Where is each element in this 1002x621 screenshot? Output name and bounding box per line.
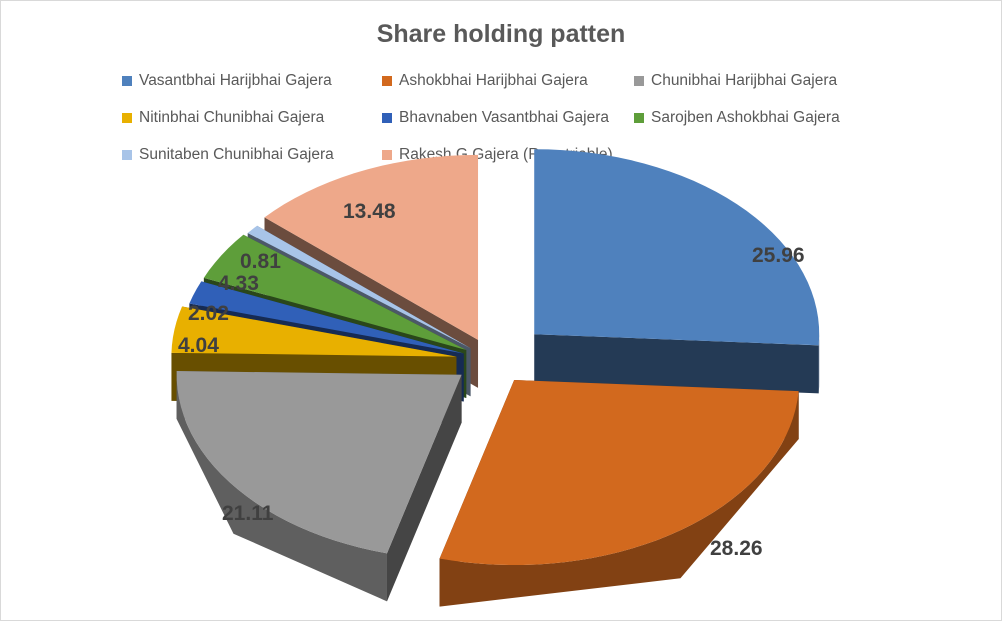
- legend-swatch: [634, 76, 644, 86]
- data-label: 2.02: [188, 302, 229, 325]
- data-label: 4.04: [178, 334, 219, 357]
- data-label: 4.33: [218, 272, 259, 295]
- data-label: 0.81: [240, 250, 281, 273]
- legend-label: Sarojben Ashokbhai Gajera: [651, 109, 840, 126]
- data-label: 13.48: [343, 200, 396, 223]
- slice-rim: [176, 371, 387, 602]
- pie-slice-8: [264, 154, 479, 340]
- pie-slice-6: [203, 234, 467, 351]
- pie-slice-2: [439, 380, 799, 565]
- data-label: 28.26: [710, 537, 763, 560]
- chart-title: Share holding patten: [376, 20, 626, 48]
- legend-item-sarojben: Sarojben Ashokbhai Gajera: [634, 109, 840, 127]
- legend-swatch: [382, 76, 392, 86]
- legend-label: Ashokbhai Harijbhai Gajera: [399, 72, 588, 89]
- legend-label: Chunibhai Harijbhai Gajera: [651, 72, 838, 89]
- slice-side-face: [386, 374, 462, 602]
- legend-swatch: [122, 76, 132, 86]
- slice-rim: [439, 391, 799, 607]
- legend-item-nitinbhai: Nitinbhai Chunibhai Gajera: [122, 109, 324, 127]
- legend-label: Vasantbhai Harijbhai Gajera: [139, 72, 332, 89]
- legend-label: Nitinbhai Chunibhai Gajera: [139, 109, 325, 126]
- slice-tops: [171, 149, 820, 565]
- data-label: 21.11: [222, 502, 274, 525]
- legend-swatch: [122, 150, 132, 160]
- pie-slice-7: [247, 225, 471, 349]
- legend-swatch: [382, 113, 392, 123]
- legend-swatch: [382, 150, 392, 160]
- pie-slice-5: [189, 281, 464, 354]
- legend-swatch: [634, 113, 644, 123]
- data-label: 25.96: [752, 244, 805, 267]
- legend-label: Bhavnaben Vasantbhai Gajera: [399, 109, 609, 126]
- legend-item-sunitaben: Sunitaben Chunibhai Gajera: [122, 146, 334, 164]
- slice-side-face: [534, 334, 819, 394]
- pie-slice-3: [176, 371, 462, 554]
- pie-slice-4: [171, 306, 457, 357]
- legend-item-vasantbhai: Vasantbhai Harijbhai Gajera: [122, 72, 332, 90]
- pie-slice-1: [534, 149, 820, 346]
- legend-item-ashokbhai: Ashokbhai Harijbhai Gajera: [382, 72, 588, 90]
- legend-swatch: [122, 113, 132, 123]
- legend-item-bhavnaben: Bhavnaben Vasantbhai Gajera: [382, 109, 609, 127]
- legend-label: Sunitaben Chunibhai Gajera: [139, 146, 334, 163]
- legend-item-chunibhai: Chunibhai Harijbhai Gajera: [634, 72, 837, 90]
